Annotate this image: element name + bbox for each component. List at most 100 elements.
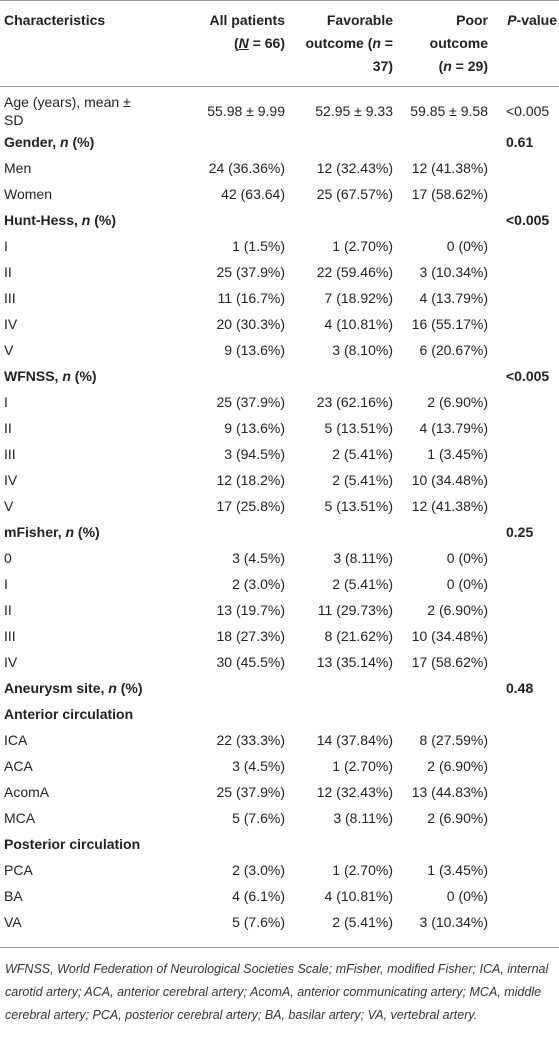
value-cell: 2 (3.0%): [232, 576, 285, 592]
value-cell: 1 (3.45%): [427, 862, 488, 878]
row-label: I: [0, 389, 158, 415]
value-cell: 0.48: [506, 680, 534, 696]
section-row: Hunt-Hess, n (%) <0.005: [0, 207, 559, 233]
row-label: mFisher, n (%): [0, 519, 158, 545]
text-segment: n: [60, 134, 69, 150]
value-cell: [494, 909, 559, 948]
value-cell: [494, 285, 559, 311]
header-line: (n = 29): [403, 55, 488, 78]
value-cell: [291, 519, 399, 545]
text-segment: II: [4, 264, 12, 280]
value-cell: 22 (59.46%): [316, 264, 393, 280]
value-cell: 3 (8.10%): [332, 342, 393, 358]
text-segment: n: [62, 368, 71, 384]
value-cell: 5 (7.6%): [232, 914, 285, 930]
value-cell: 24 (36.36%): [208, 160, 285, 176]
value-cell: <0.005: [506, 103, 550, 119]
value-cell: 5 (7.6%): [232, 810, 285, 826]
text-segment: n: [65, 524, 75, 540]
value-cell: 12 (18.2%): [216, 472, 285, 488]
data-row: I 1 (1.5%) 1 (2.70%) 0 (0%): [0, 233, 559, 259]
value-cell: 18 (27.3%): [216, 628, 285, 644]
value-cell: [494, 753, 559, 779]
value-cell: 12 (32.43%): [316, 160, 393, 176]
text-segment: Characteristics: [4, 12, 106, 28]
value-cell: [399, 129, 494, 155]
value-cell: [494, 467, 559, 493]
value-cell: 22 (33.3%): [216, 732, 285, 748]
value-cell: 10 (34.48%): [411, 628, 488, 644]
value-cell: [291, 207, 399, 233]
text-segment: II: [4, 602, 12, 618]
text-segment: Anterior circulation: [4, 706, 134, 722]
data-table: Characteristics All patients (N = 66) Favor…: [0, 0, 559, 948]
table-header: Characteristics All patients (N = 66) Favor…: [0, 0, 559, 87]
text-segment: ACA: [4, 758, 33, 774]
value-cell: 12 (32.43%): [316, 784, 393, 800]
value-cell: 30 (45.5%): [216, 654, 285, 670]
text-segment: V: [4, 342, 14, 358]
text-segment: MCA: [4, 810, 36, 826]
value-cell: [494, 701, 559, 727]
value-cell: [494, 805, 559, 831]
section-row: Anterior circulation: [0, 701, 559, 727]
row-label: Hunt-Hess, n (%): [0, 207, 158, 233]
value-cell: 2 (3.0%): [232, 862, 285, 878]
text-segment: Women: [4, 186, 52, 202]
row-label: II: [0, 597, 158, 623]
value-cell: [494, 545, 559, 571]
value-cell: 2 (5.41%): [332, 472, 393, 488]
text-segment: I: [4, 238, 8, 254]
value-cell: [158, 363, 291, 389]
row-label: PCA: [0, 857, 158, 883]
value-cell: [291, 701, 399, 727]
text-segment: mFisher,: [4, 524, 66, 540]
data-row: VA 5 (7.6%) 2 (5.41%) 3 (10.34%): [0, 909, 559, 948]
row-label: Gender, n (%): [0, 129, 158, 155]
value-cell: 2 (5.41%): [332, 446, 393, 462]
text-segment: PCA: [4, 862, 33, 878]
data-row: V 17 (25.8%) 5 (13.51%) 12 (41.38%): [0, 493, 559, 519]
value-cell: 4 (10.81%): [324, 888, 393, 904]
text-segment: All patients: [209, 12, 285, 28]
text-segment: Hunt-Hess,: [4, 212, 82, 228]
value-cell: [158, 129, 291, 155]
value-cell: 2 (6.90%): [427, 810, 488, 826]
value-cell: 0 (0%): [446, 888, 488, 904]
value-cell: 4 (13.79%): [419, 420, 488, 436]
header-row: Characteristics All patients (N = 66) Favor…: [0, 0, 559, 87]
data-row: III 11 (16.7%) 7 (18.92%) 4 (13.79%): [0, 285, 559, 311]
header-line: Favorable: [295, 9, 393, 32]
row-label: Men: [0, 155, 158, 181]
value-cell: 3 (4.5%): [232, 758, 285, 774]
value-cell: 12 (41.38%): [411, 498, 488, 514]
value-cell: [291, 831, 399, 857]
header-line: outcome (n = 37): [295, 32, 393, 78]
value-cell: 17 (25.8%): [216, 498, 285, 514]
data-row: PCA 2 (3.0%) 1 (2.70%) 1 (3.45%): [0, 857, 559, 883]
text-segment: n: [108, 680, 117, 696]
value-cell: [158, 675, 291, 701]
text-segment: n: [81, 212, 91, 228]
text-segment: Poor outcome: [429, 12, 488, 51]
value-cell: 5 (13.51%): [324, 420, 393, 436]
value-cell: 9 (13.6%): [224, 342, 285, 358]
data-row: III 3 (94.5%) 2 (5.41%) 1 (3.45%): [0, 441, 559, 467]
value-cell: [494, 597, 559, 623]
value-cell: 8 (27.59%): [419, 732, 488, 748]
row-label: III: [0, 441, 158, 467]
value-cell: 11 (16.7%): [217, 290, 285, 306]
value-cell: 0 (0%): [446, 238, 488, 254]
text-segment: P: [507, 12, 517, 28]
value-cell: [494, 389, 559, 415]
text-segment: Age (years), mean ± SD: [4, 94, 131, 128]
value-cell: 10 (34.48%): [411, 472, 488, 488]
value-cell: [494, 857, 559, 883]
value-cell: [158, 701, 291, 727]
header-line: Characteristics: [4, 9, 156, 32]
value-cell: [158, 519, 291, 545]
text-segment: Posterior circulation: [4, 836, 141, 852]
header-cell: All patients (N = 66): [158, 1, 291, 87]
value-cell: 2 (6.90%): [427, 758, 488, 774]
row-label: II: [0, 259, 158, 285]
